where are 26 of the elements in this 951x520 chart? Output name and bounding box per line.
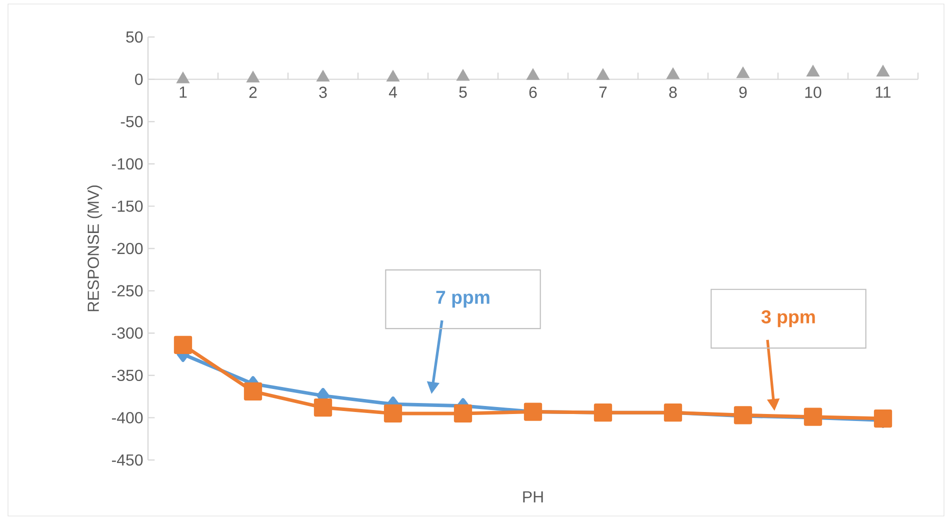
text: 7 ppm (436, 290, 490, 308)
x-tick-label: 1 (180, 86, 187, 98)
x-tick-label: 3 (319, 86, 327, 98)
y-tick-label: -400 (112, 412, 143, 424)
x-tick-label: 9 (739, 86, 747, 98)
x-tick-label: 2 (249, 86, 257, 98)
x-tick-label: 8 (669, 86, 677, 98)
y-tick-label: -300 (112, 327, 143, 339)
y-tick-label: -150 (112, 200, 143, 212)
y-tick-label: -100 (112, 158, 143, 170)
y-tick-label: -350 (112, 370, 143, 382)
x-tick-label: 7 (599, 86, 607, 98)
x-tick-label: 5 (459, 86, 467, 98)
text: 3 ppm (761, 310, 815, 328)
x-tick-label: 4 (388, 86, 397, 98)
x-axis-title: PH (523, 491, 543, 502)
x-tick-label: 6 (529, 86, 537, 98)
y-tick-label: 0 (135, 74, 143, 85)
x-tick-label: 10 (805, 86, 822, 98)
y-tick-label: 50 (126, 31, 143, 43)
y-axis-title: RESPONSE (MV) (87, 186, 102, 312)
y-tick-label: -250 (112, 285, 143, 296)
y-tick-label: -50 (120, 116, 143, 128)
x-tick-label: 11 (876, 86, 891, 98)
y-tick-label: -200 (112, 242, 143, 254)
y-tick-label: -450 (112, 454, 143, 466)
